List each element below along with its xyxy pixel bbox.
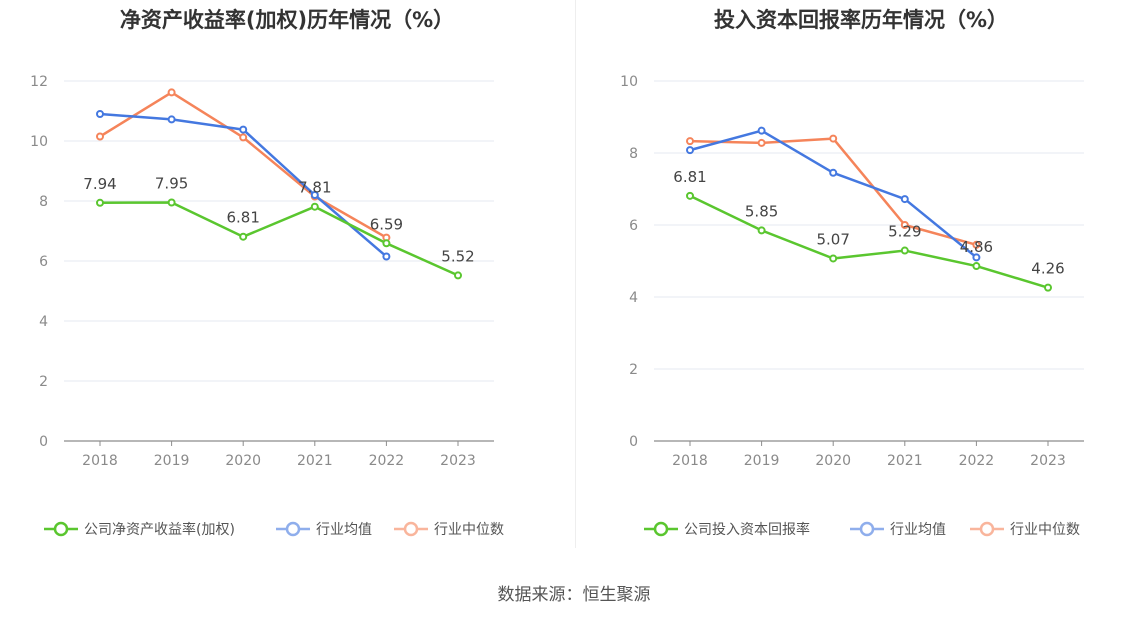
y-tick-label: 10 [620,74,638,90]
y-tick-label: 4 [629,290,638,306]
series-line [99,201,459,277]
legend-marker [979,521,995,537]
data-point [686,137,694,146]
data-point [96,110,104,118]
x-tick-label: 2018 [672,453,708,469]
y-tick-label: 0 [39,434,48,450]
legend-label: 公司净资产收益率(加权) [84,521,235,538]
roe-chart-panel: 净资产收益率(加权)历年情况（%） 0 2 4 6 8 10 12 2018 2019 2020 2… [0,0,574,560]
data-point [829,168,838,177]
x-tick-label: 2020 [225,453,261,469]
x-tick-label: 2021 [887,453,923,469]
legend-label: 行业均值 [890,522,946,538]
y-tick-label: 6 [39,254,48,270]
y-tick-label: 2 [39,374,48,390]
x-tick-label: 2022 [959,453,995,469]
data-label: 7.94 [83,175,116,193]
data-point [757,126,766,135]
x-tick-label: 2021 [297,453,333,469]
data-point [382,252,391,261]
data-label: 5.52 [441,247,474,265]
data-point [167,88,176,97]
data-point [96,198,104,207]
x-tick-label: 2018 [82,453,118,469]
x-tick-label: 2023 [1030,453,1066,469]
data-point [167,198,176,207]
data-label: 6.81 [673,168,706,186]
legend-marker [859,521,875,537]
data-point [167,115,176,124]
legend-label: 行业中位数 [434,522,504,538]
data-label: 6.81 [226,209,259,227]
data-label: 4.26 [1031,260,1064,278]
x-tick-label: 2019 [154,453,190,469]
data-label: 5.85 [745,202,778,220]
x-tick-label: 2019 [744,453,780,469]
legend-marker [653,521,669,537]
data-point [239,133,248,142]
data-point [900,221,909,229]
y-tick-label: 0 [629,434,638,450]
data-point [829,134,838,143]
data-point [972,253,981,262]
legend-label: 公司投入资本回报率 [684,521,810,538]
x-tick-label: 2022 [369,453,405,469]
data-point [239,232,248,241]
y-tick-label: 10 [30,134,48,150]
series-line [689,137,977,247]
data-source-note: 数据来源：恒生聚源 [497,585,651,605]
panel-divider [575,0,576,548]
x-tick-label: 2023 [440,453,476,469]
data-point [972,240,981,249]
data-point [310,202,319,211]
data-point [900,195,909,204]
data-point [900,246,909,255]
legend-marker [285,521,301,537]
y-tick-label: 12 [30,74,48,90]
roic-line-chart: 0 2 4 6 8 10 2018 2019 2020 2021 2022 2023 6.81 5.85 5… [620,74,1084,538]
data-point [757,138,766,147]
data-point [96,132,104,141]
data-point [686,146,694,155]
legend-marker [403,521,419,537]
chart-title: 净资产收益率(加权)历年情况（%） [119,8,455,32]
y-tick-label: 8 [629,146,638,162]
y-tick-label: 6 [629,218,638,234]
data-label: 7.95 [155,175,188,193]
data-point [1044,283,1052,292]
data-point [757,226,766,235]
data-point [972,262,981,271]
chart-title: 投入资本回报率历年情况（%） [713,8,1009,32]
data-point [382,239,391,248]
data-point [310,191,319,199]
roic-chart-panel: 投入资本回报率历年情况（%） 0 2 4 6 8 10 2018 2019 2020 2021 20… [574,0,1148,560]
y-tick-label: 2 [629,362,638,378]
data-label: 5.07 [816,230,849,248]
data-point [454,271,462,280]
data-point [686,191,694,200]
legend-label: 行业中位数 [1010,522,1080,538]
data-point [829,254,838,263]
series-line [689,194,1049,289]
data-label: 7.81 [298,179,331,197]
data-label: 4.86 [960,238,993,256]
data-point [239,125,248,134]
data-label: 5.29 [888,223,921,241]
y-tick-label: 8 [39,194,48,210]
roe-line-chart: 0 2 4 6 8 10 12 2018 2019 2020 2021 2022 2023 7.94 7.9… [30,74,504,538]
legend-marker [53,521,69,537]
y-tick-label: 4 [39,314,48,330]
data-label: 6.59 [370,215,403,233]
legend-label: 行业均值 [316,522,372,538]
x-tick-label: 2020 [815,453,851,469]
